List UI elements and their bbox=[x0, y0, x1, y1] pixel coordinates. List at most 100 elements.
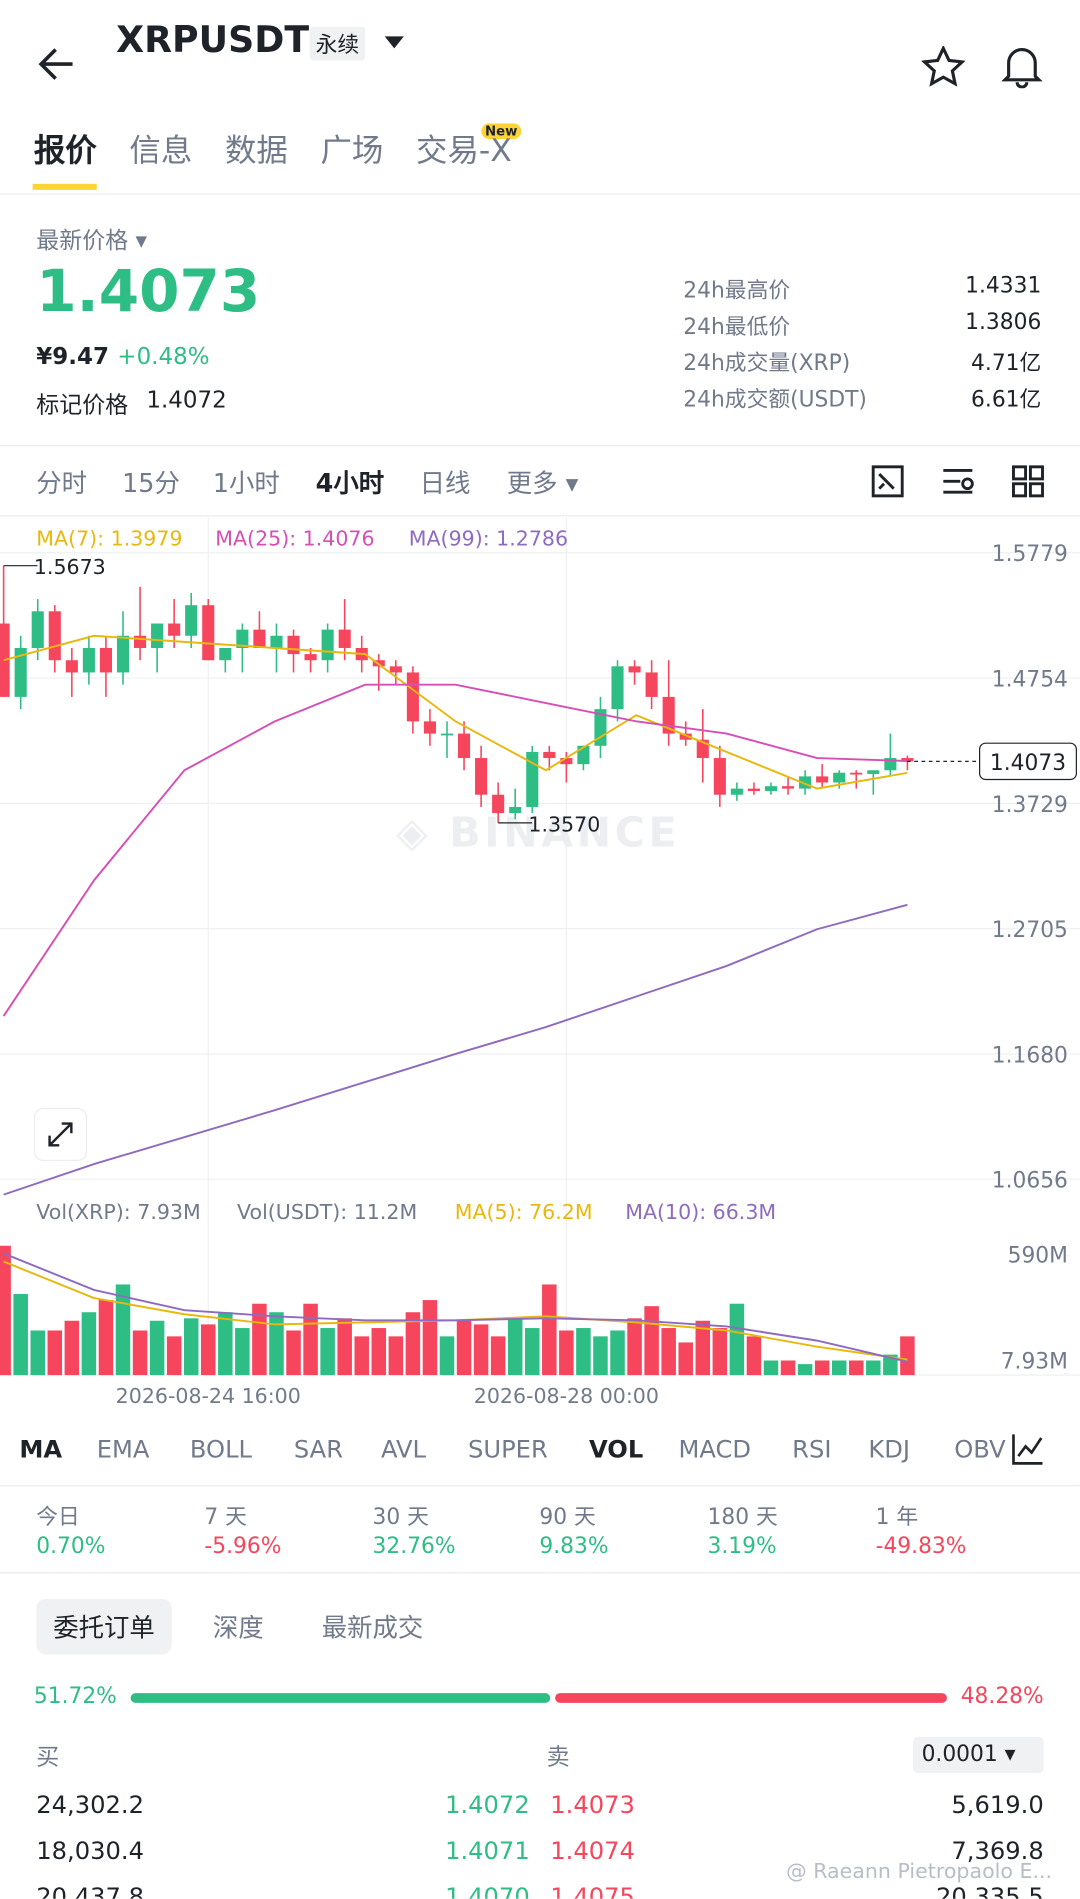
precision: 0.0001 ▾ bbox=[921, 1741, 1016, 1767]
indicator-tab[interactable]: SAR bbox=[293, 1434, 344, 1464]
candle-body bbox=[116, 635, 130, 673]
indicator-tab[interactable]: SUPER bbox=[468, 1434, 548, 1464]
timeframe[interactable]: 1小时 bbox=[212, 469, 280, 499]
volume-bar bbox=[507, 1318, 523, 1376]
tab[interactable]: 信息 bbox=[129, 133, 193, 170]
annotation-label: 1.5673 bbox=[34, 555, 106, 579]
bid-price: 1.4071 bbox=[445, 1835, 530, 1865]
indicator-tab[interactable]: AVL bbox=[380, 1434, 426, 1464]
candle-body bbox=[509, 806, 522, 814]
candle-body bbox=[219, 647, 232, 661]
volume-bar bbox=[831, 1360, 847, 1376]
volume-legend: Vol(USDT): 11.2M bbox=[237, 1200, 417, 1224]
volume-bar bbox=[30, 1330, 45, 1376]
candle-body bbox=[781, 786, 795, 789]
period-change: 32.76% bbox=[372, 1533, 456, 1559]
tab[interactable]: 报价 bbox=[33, 133, 97, 170]
volume-bar bbox=[0, 1245, 11, 1376]
indicator-tab[interactable]: EMA bbox=[96, 1434, 150, 1464]
volume-bar bbox=[13, 1293, 28, 1376]
timeframe[interactable]: 15分 bbox=[122, 469, 180, 499]
book-tab[interactable]: 深度 bbox=[212, 1613, 264, 1643]
book-tab[interactable]: 最新成交 bbox=[321, 1613, 424, 1643]
favorite-icon[interactable] bbox=[921, 45, 966, 87]
watermark-logo: ◈ BINANCE bbox=[396, 809, 680, 857]
volume-bar bbox=[678, 1342, 693, 1376]
candle-body bbox=[304, 654, 317, 661]
volume-tick-label: 7.93M bbox=[1001, 1350, 1068, 1375]
volume-bar bbox=[47, 1330, 63, 1376]
x-tick-label: 2026-08-24 16:00 bbox=[116, 1384, 301, 1408]
book-tab[interactable]: 委托订单 bbox=[36, 1598, 172, 1655]
cny-price: ¥9.47 bbox=[36, 343, 109, 371]
candle-body bbox=[253, 629, 266, 648]
tab[interactable]: 广场 bbox=[320, 133, 384, 170]
indicator-tab[interactable]: RSI bbox=[792, 1434, 832, 1464]
period-label: 今日 bbox=[36, 1504, 80, 1530]
back-button[interactable] bbox=[36, 46, 77, 82]
ask-price: 1.4074 bbox=[550, 1835, 635, 1865]
ask-quantity: 7,369.8 bbox=[951, 1835, 1044, 1865]
precision-text: 0.0001 bbox=[921, 1741, 998, 1767]
indicator-tab[interactable]: KDJ bbox=[868, 1434, 910, 1464]
sell-ratio-bar bbox=[555, 1693, 947, 1703]
sell-ratio: 48.28% bbox=[960, 1683, 1044, 1709]
price-label[interactable]: 最新价格 ▾ bbox=[36, 227, 148, 254]
mark-price: 1.4072 bbox=[146, 387, 227, 414]
alert-icon[interactable] bbox=[1001, 45, 1043, 89]
volume-bar bbox=[286, 1330, 301, 1376]
y-tick-label: 1.0656 bbox=[992, 1169, 1068, 1194]
candle-body bbox=[645, 672, 658, 697]
volume-bar bbox=[644, 1306, 659, 1376]
candle-body bbox=[236, 629, 249, 648]
volume-bar bbox=[746, 1336, 762, 1376]
contract-type[interactable]: 永续 bbox=[309, 26, 366, 61]
candle-body bbox=[65, 660, 78, 673]
ma-line bbox=[2, 683, 908, 1017]
volume-bar bbox=[661, 1328, 676, 1376]
volume-bar bbox=[797, 1364, 813, 1376]
volume-bar bbox=[388, 1336, 404, 1376]
volume-bar bbox=[371, 1328, 387, 1376]
candle-body bbox=[440, 733, 454, 736]
tab[interactable]: 数据 bbox=[224, 133, 288, 170]
indicator-tab[interactable]: VOL bbox=[588, 1434, 644, 1464]
volume-bar bbox=[866, 1360, 881, 1376]
dropdown-arrow[interactable] bbox=[384, 36, 404, 51]
precision-select[interactable] bbox=[913, 1736, 1044, 1773]
tab[interactable]: 交易-X bbox=[416, 133, 512, 170]
timeframe[interactable]: 4小时 bbox=[315, 469, 385, 499]
sell-label: 卖 bbox=[546, 1743, 570, 1771]
y-tick-label: 1.3729 bbox=[992, 793, 1068, 818]
chart-tools[interactable] bbox=[871, 464, 1046, 500]
stat-label: 24h成交量(XRP) bbox=[683, 350, 851, 377]
ma-line bbox=[3, 903, 908, 1196]
volume-bar bbox=[814, 1360, 830, 1376]
volume-bar bbox=[900, 1336, 915, 1376]
indicator-tab[interactable]: OBV bbox=[954, 1434, 1006, 1464]
timeframe[interactable]: 分时 bbox=[36, 469, 88, 499]
symbol[interactable]: XRPUSDT bbox=[116, 19, 310, 62]
fullscreen-button[interactable] bbox=[33, 1107, 88, 1162]
volume-bar bbox=[473, 1324, 489, 1376]
candle-body bbox=[321, 629, 334, 661]
indicator-tab[interactable]: MACD bbox=[678, 1434, 751, 1464]
price-change: +0.48% bbox=[117, 343, 210, 371]
volume-bar bbox=[218, 1312, 233, 1376]
volume-bar bbox=[201, 1324, 216, 1376]
indicator-settings[interactable] bbox=[1011, 1432, 1045, 1466]
mark-label: 标记价格 bbox=[36, 391, 129, 419]
indicator-tab[interactable]: MA bbox=[19, 1434, 63, 1464]
volume-bar bbox=[422, 1300, 438, 1376]
volume-bar bbox=[883, 1354, 898, 1376]
timeframe[interactable]: 日线 bbox=[419, 469, 471, 499]
stat-label: 24h最高价 bbox=[683, 278, 791, 304]
candle-body bbox=[764, 786, 778, 792]
volume-legend: MA(10): 66.3M bbox=[625, 1200, 776, 1224]
volume-bar bbox=[166, 1336, 182, 1376]
bid-quantity: 20,437.8 bbox=[36, 1881, 144, 1899]
candle-body bbox=[457, 733, 471, 759]
timeframe[interactable]: 更多 ▾ bbox=[506, 469, 579, 499]
indicator-tab[interactable]: BOLL bbox=[189, 1434, 253, 1464]
